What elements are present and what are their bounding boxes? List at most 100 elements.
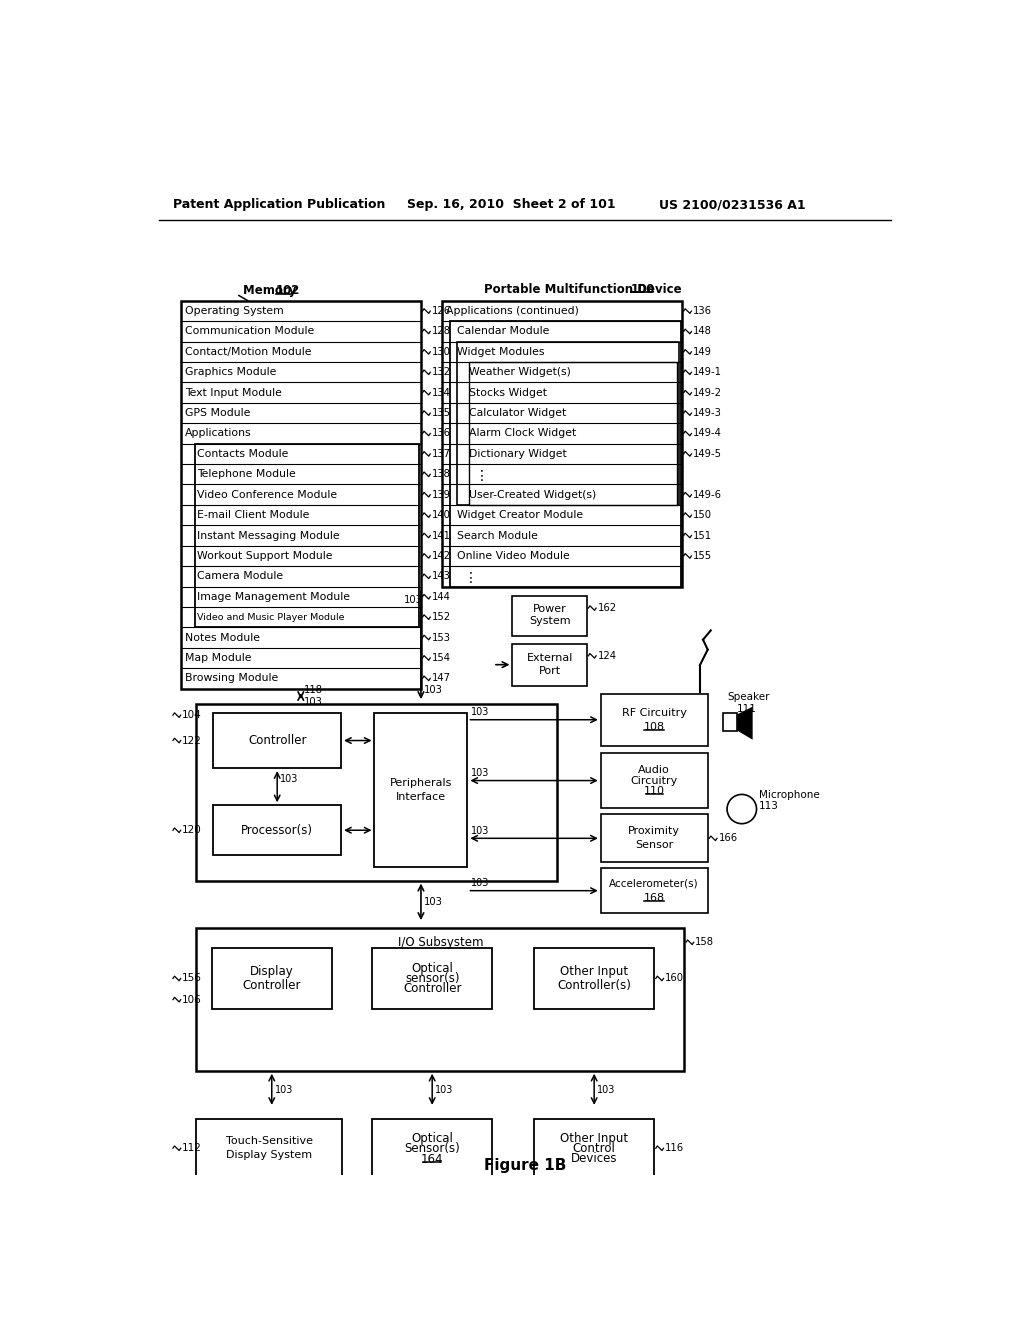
Text: 151: 151: [693, 531, 712, 540]
Text: 162: 162: [598, 603, 616, 612]
Text: 149-3: 149-3: [693, 408, 722, 418]
Text: 166: 166: [719, 833, 737, 843]
Text: 132: 132: [432, 367, 451, 378]
Text: 126: 126: [432, 306, 451, 315]
Text: US 2100/0231536 A1: US 2100/0231536 A1: [658, 198, 806, 211]
Text: Display: Display: [250, 965, 294, 978]
Text: sensor(s): sensor(s): [404, 972, 460, 985]
Text: Circuitry: Circuitry: [631, 776, 678, 785]
Text: 103: 103: [403, 595, 423, 606]
Text: Audio: Audio: [638, 764, 670, 775]
Text: Interface: Interface: [396, 792, 446, 801]
Text: Contacts Module: Contacts Module: [197, 449, 289, 459]
Text: 164: 164: [421, 1152, 443, 1166]
Text: 153: 153: [432, 632, 451, 643]
Text: Browsing Module: Browsing Module: [184, 673, 278, 684]
Text: User-Created Widget(s): User-Created Widget(s): [469, 490, 596, 500]
Text: 136: 136: [432, 429, 451, 438]
Bar: [212, 948, 332, 1010]
Text: 135: 135: [432, 408, 451, 418]
Text: 108: 108: [644, 722, 665, 731]
Bar: [213, 713, 341, 768]
Text: 149-5: 149-5: [693, 449, 722, 459]
Text: 124: 124: [598, 651, 616, 661]
Text: 113: 113: [759, 801, 778, 810]
Text: 106: 106: [182, 995, 202, 1005]
Text: 100: 100: [631, 282, 655, 296]
Text: 111: 111: [737, 704, 757, 714]
Bar: [197, 928, 684, 1071]
Text: Widget Modules: Widget Modules: [458, 347, 545, 356]
Bar: [213, 805, 341, 855]
Bar: [512, 595, 587, 636]
Text: 141: 141: [432, 531, 451, 540]
Bar: [458, 342, 679, 506]
Text: 139: 139: [432, 490, 451, 500]
Text: Touch-Sensitive: Touch-Sensitive: [225, 1137, 312, 1146]
Text: Portable Multifunction Device: Portable Multifunction Device: [484, 282, 686, 296]
Text: 150: 150: [693, 510, 712, 520]
Text: Patent Application Publication: Patent Application Publication: [173, 198, 385, 211]
Text: 128: 128: [432, 326, 451, 337]
Text: Speaker: Speaker: [727, 693, 770, 702]
Text: Online Video Module: Online Video Module: [458, 550, 570, 561]
Text: Controller: Controller: [402, 982, 462, 995]
Text: Video Conference Module: Video Conference Module: [197, 490, 337, 500]
Text: Search Module: Search Module: [458, 531, 539, 540]
Text: System: System: [528, 616, 570, 626]
Text: 118: 118: [304, 685, 323, 694]
Text: Alarm Clock Widget: Alarm Clock Widget: [469, 429, 577, 438]
Text: 116: 116: [665, 1143, 684, 1154]
Text: 144: 144: [432, 591, 451, 602]
Text: E-mail Client Module: E-mail Client Module: [197, 510, 309, 520]
Text: External: External: [526, 653, 572, 663]
Text: Calendar Module: Calendar Module: [458, 326, 550, 337]
Text: 149-1: 149-1: [693, 367, 722, 378]
Text: Memory: Memory: [243, 284, 300, 297]
Text: Accelerometer(s): Accelerometer(s): [609, 879, 699, 888]
Text: 112: 112: [182, 1143, 202, 1154]
Text: Port: Port: [539, 665, 561, 676]
Bar: [450, 321, 681, 586]
Bar: [535, 948, 654, 1010]
Text: RF Circuitry: RF Circuitry: [622, 708, 687, 718]
Text: Telephone Module: Telephone Module: [197, 470, 296, 479]
Text: 103: 103: [274, 1085, 293, 1096]
Bar: [375, 713, 467, 867]
Text: Sensor: Sensor: [635, 841, 674, 850]
Text: 103: 103: [471, 768, 488, 777]
Text: Peripherals: Peripherals: [390, 777, 453, 788]
Bar: [372, 948, 493, 1010]
Bar: [535, 1119, 654, 1177]
Text: 110: 110: [644, 787, 665, 796]
Text: 138: 138: [432, 470, 451, 479]
Text: Image Management Module: Image Management Module: [197, 591, 350, 602]
Bar: [372, 1119, 493, 1177]
Text: Power: Power: [532, 603, 566, 614]
Text: 103: 103: [597, 1085, 615, 1096]
Text: Workout Support Module: Workout Support Module: [197, 550, 333, 561]
Text: 143: 143: [432, 572, 451, 581]
Text: Text Input Module: Text Input Module: [184, 388, 282, 397]
Bar: [197, 704, 557, 880]
Bar: [469, 362, 678, 506]
Text: 149: 149: [693, 347, 712, 356]
Text: 102: 102: [276, 284, 300, 297]
Text: 149-4: 149-4: [693, 429, 722, 438]
Text: GPS Module: GPS Module: [184, 408, 250, 418]
Text: Controller: Controller: [243, 979, 301, 991]
Text: Controller: Controller: [248, 734, 306, 747]
Bar: [512, 644, 587, 686]
Text: ⋮: ⋮: [464, 570, 477, 585]
Text: Calculator Widget: Calculator Widget: [469, 408, 566, 418]
Text: Camera Module: Camera Module: [197, 572, 283, 581]
Text: 155: 155: [693, 550, 712, 561]
Text: Sensor(s): Sensor(s): [404, 1142, 460, 1155]
Polygon shape: [737, 706, 753, 739]
Text: 149-2: 149-2: [693, 388, 722, 397]
Text: Contact/Motion Module: Contact/Motion Module: [184, 347, 311, 356]
Text: Notes Module: Notes Module: [184, 632, 259, 643]
Text: Proximity: Proximity: [629, 826, 680, 837]
Text: Weather Widget(s): Weather Widget(s): [469, 367, 570, 378]
Text: Optical: Optical: [412, 1131, 454, 1144]
